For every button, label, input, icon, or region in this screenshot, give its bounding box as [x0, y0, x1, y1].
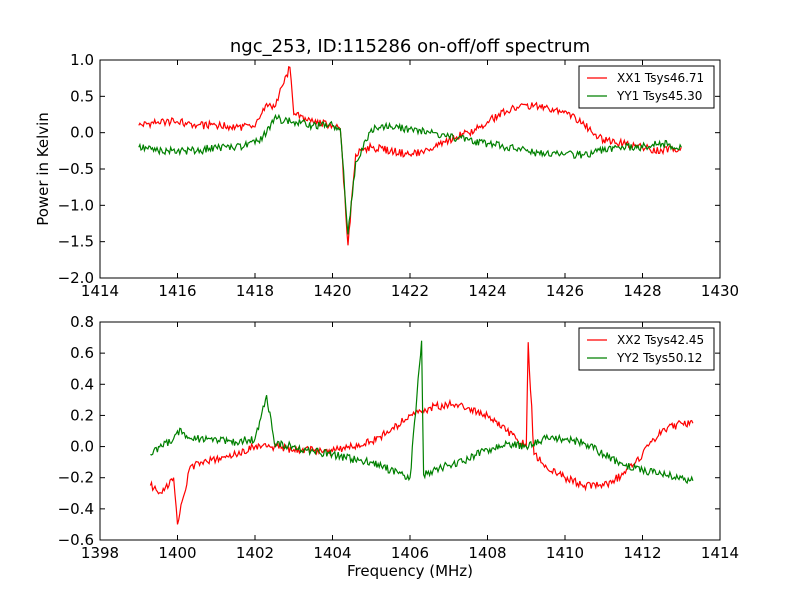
- y-tick-label: −0.4: [58, 500, 94, 518]
- x-tick-label: 1408: [468, 544, 506, 562]
- y-tick-label: 0.6: [70, 344, 94, 362]
- chart-panel-2: 1398 1400 1402 1404 1406 1408 1410 1412 1414 0.8 0…: [58, 313, 740, 562]
- legend-label-2: YY2 Tsys50.12: [616, 351, 702, 365]
- x-tick-label: 1418: [236, 282, 274, 300]
- x-tick-label: 1412: [623, 544, 661, 562]
- series-line-2-2: [150, 340, 694, 485]
- y-tick-label: 0.2: [70, 406, 94, 424]
- x-tick-label: 1422: [391, 282, 429, 300]
- y-tick-label: −2.0: [58, 269, 94, 287]
- series-line-1-2: [138, 113, 682, 235]
- x-tick-label: 1416: [158, 282, 196, 300]
- x-tick-label: 1414: [81, 282, 119, 300]
- x-tick-label: 1398: [81, 544, 119, 562]
- y-tick-label: −0.6: [58, 531, 94, 549]
- y-tick-label: 0.4: [70, 375, 94, 393]
- series-line-1-1: [138, 65, 682, 246]
- legend: XX1 Tsys46.71 YY1 Tsys45.30: [578, 65, 715, 109]
- legend-box: [578, 327, 715, 371]
- x-tick-label: 1406: [391, 544, 429, 562]
- x-tick-label: 1402: [236, 544, 274, 562]
- y-tick-label: 0.8: [70, 313, 94, 331]
- x-tick-label: 1420: [313, 282, 351, 300]
- plots-group: 1414 1416 1418 1420 1422 1424 1426 1428 1430 1.0 0…: [58, 51, 740, 562]
- legend-label-1: XX1 Tsys46.71: [617, 71, 704, 85]
- x-tick-label: 1430: [701, 282, 739, 300]
- figure-title: ngc_253, ID:115286 on-off/off spectrum: [230, 36, 590, 57]
- x-tick-label: 1414: [701, 544, 739, 562]
- legend-label-2: YY1 Tsys45.30: [616, 89, 702, 103]
- y-tick-label: −1.0: [58, 196, 94, 214]
- y-tick-label: 0.5: [70, 87, 94, 105]
- x-tick-label: 1426: [546, 282, 584, 300]
- y-tick-label: 1.0: [70, 51, 94, 69]
- x-tick-label: 1404: [313, 544, 351, 562]
- chart-panel-1: 1414 1416 1418 1420 1422 1424 1426 1428 1430 1.0 0…: [58, 51, 740, 300]
- legend: XX2 Tsys42.45 YY2 Tsys50.12: [578, 327, 715, 371]
- x-axis-label: Frequency (MHz): [347, 562, 473, 580]
- x-tick-label: 1400: [158, 544, 196, 562]
- legend-label-1: XX2 Tsys42.45: [617, 333, 704, 347]
- y-tick-label: 0.0: [70, 438, 94, 456]
- y-axis-label: Power in Kelvin: [34, 112, 52, 226]
- legend-box: [578, 65, 715, 109]
- y-tick-label: −0.2: [58, 469, 94, 487]
- y-tick-label: 0.0: [70, 124, 94, 142]
- y-tick-label: −0.5: [58, 160, 94, 178]
- x-tick-label: 1424: [468, 282, 506, 300]
- y-tick-label: −1.5: [58, 233, 94, 251]
- x-tick-label: 1410: [546, 544, 584, 562]
- x-tick-label: 1428: [623, 282, 661, 300]
